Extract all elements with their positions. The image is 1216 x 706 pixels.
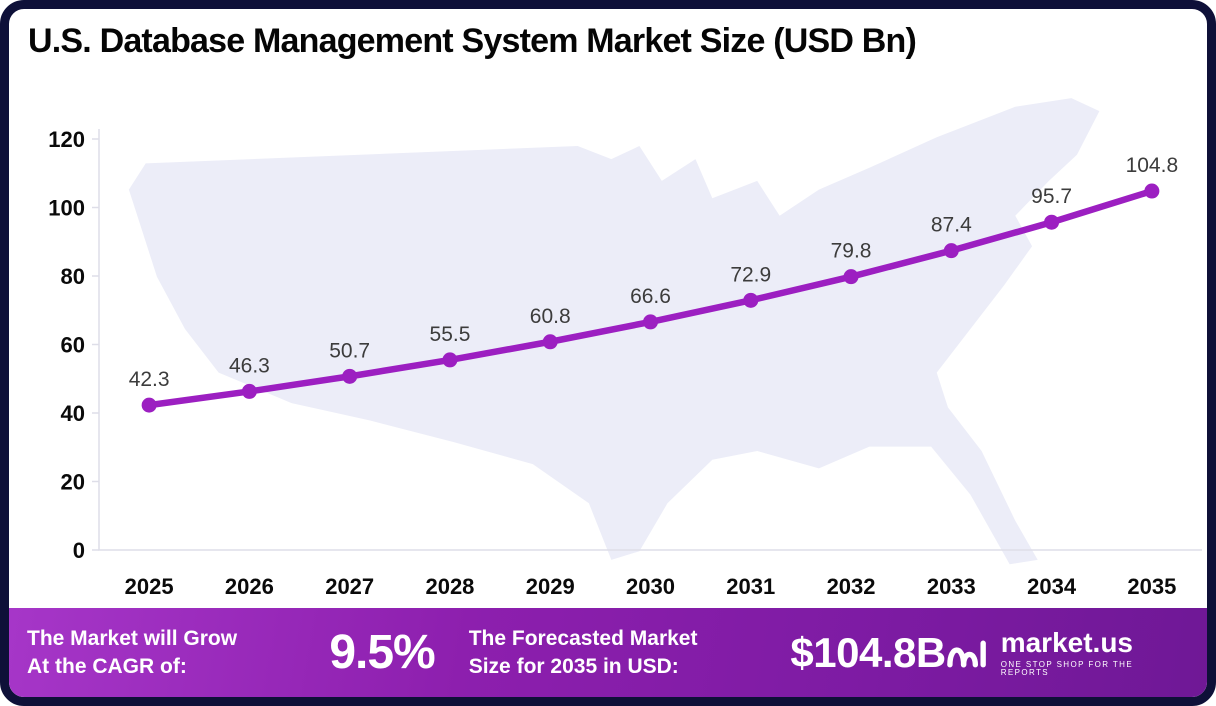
marketus-logo-icon [946,640,986,667]
svg-text:2026: 2026 [225,574,274,599]
forecast-value: $104.8B [790,628,946,676]
svg-text:2035: 2035 [1127,574,1176,599]
svg-text:120: 120 [48,127,85,152]
svg-text:20: 20 [61,470,85,495]
brand-name: market.us [1000,626,1133,658]
svg-text:60.8: 60.8 [530,305,571,328]
footer-banner: The Market will Grow At the CAGR of: 9.5… [9,608,1207,697]
svg-text:60: 60 [61,333,85,358]
svg-text:2034: 2034 [1027,574,1077,599]
svg-text:2032: 2032 [827,574,876,599]
svg-text:2029: 2029 [526,574,575,599]
svg-text:2028: 2028 [425,574,474,599]
brand-logo: market.us ONE STOP SHOP FOR THE REPORTS [946,626,1181,677]
svg-text:2027: 2027 [325,574,374,599]
line-chart: 0 20 40 60 80 100 120 42.3 2025 46.3 2026 50.7 2027 5… [48,127,1202,599]
svg-text:72.9: 72.9 [730,263,771,286]
forecast-label: The Forecasted Market Size for 2035 in U… [468,627,698,678]
svg-text:40: 40 [61,401,85,426]
svg-text:104.8: 104.8 [1126,154,1179,177]
svg-text:2033: 2033 [927,574,976,599]
cagr-label: The Market will Grow At the CAGR of: [27,627,238,678]
svg-text:2031: 2031 [726,574,775,599]
chart-title: U.S. Database Management System Market S… [28,22,917,60]
svg-text:79.8: 79.8 [831,240,872,263]
svg-text:80: 80 [61,264,85,289]
svg-text:50.7: 50.7 [329,339,370,362]
brand-tagline: ONE STOP SHOP FOR THE REPORTS [1000,659,1134,677]
svg-text:46.3: 46.3 [229,354,270,377]
svg-text:2025: 2025 [125,574,174,599]
svg-text:2030: 2030 [626,574,675,599]
svg-text:55.5: 55.5 [430,323,471,346]
svg-text:0: 0 [73,538,85,563]
svg-text:87.4: 87.4 [931,214,972,237]
cagr-value: 9.5% [329,626,435,679]
svg-text:100: 100 [48,196,85,221]
svg-text:95.7: 95.7 [1031,185,1072,208]
svg-text:66.6: 66.6 [630,285,671,308]
svg-text:42.3: 42.3 [129,368,170,391]
